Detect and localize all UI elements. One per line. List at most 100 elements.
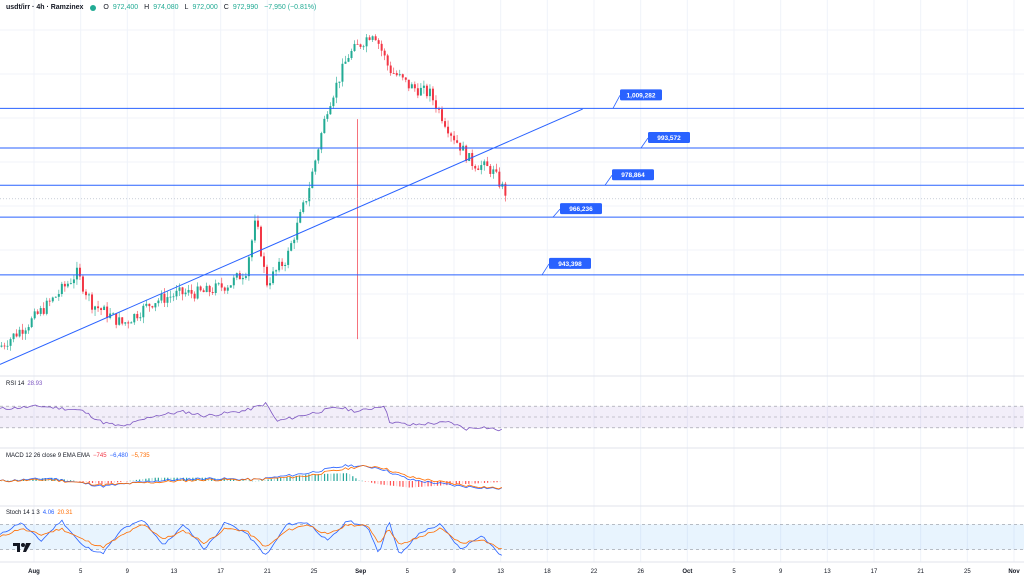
- candle: [72, 274, 75, 289]
- symbol-title[interactable]: usdt/irr · 4h · Ramzinex: [6, 4, 84, 11]
- candle: [434, 95, 437, 113]
- candle: [27, 324, 30, 334]
- candle: [166, 291, 169, 308]
- candle: [235, 272, 238, 281]
- x-axis-label: Oct: [682, 569, 692, 575]
- candle: [232, 274, 235, 289]
- rsi-legend[interactable]: RSI 14 28.93: [6, 381, 45, 387]
- candle-body: [465, 145, 468, 161]
- price-level-callout: [541, 263, 550, 276]
- macd-histogram-bar: [392, 481, 395, 486]
- candle: [163, 288, 166, 307]
- candle-body: [3, 345, 6, 347]
- candle-body: [492, 169, 495, 174]
- tradingview-logo-icon[interactable]: [12, 541, 32, 553]
- macd-histogram-bar: [22, 479, 25, 481]
- macd-histogram-bar: [474, 481, 476, 484]
- macd-histogram-bar: [69, 480, 72, 481]
- macd-histogram-bar: [286, 477, 288, 481]
- stoch-k-value: 4.06: [42, 510, 55, 516]
- candle: [124, 321, 127, 326]
- candle-body: [78, 267, 81, 277]
- candle-body: [416, 88, 419, 96]
- candle-body: [211, 292, 214, 293]
- candle-body: [401, 74, 404, 78]
- macd-histogram-bar: [477, 481, 479, 484]
- candle-body: [386, 55, 389, 66]
- stoch-legend[interactable]: Stoch 14 1 3 4.06 20.31: [6, 510, 75, 516]
- candle-body: [428, 88, 431, 97]
- candle: [422, 80, 425, 94]
- candle: [160, 290, 163, 304]
- macd-histogram-bar: [233, 479, 235, 481]
- macd-histogram-bar: [458, 481, 461, 485]
- macd-histogram-bar: [308, 474, 310, 481]
- macd-histogram-bar: [270, 479, 272, 481]
- macd-histogram-bar: [41, 478, 43, 481]
- macd-histogram-bar: [160, 477, 163, 481]
- candle: [428, 84, 431, 102]
- candle: [214, 279, 217, 296]
- candle-body: [253, 220, 256, 241]
- candle-body: [229, 285, 232, 288]
- candle-body: [422, 85, 425, 88]
- candle-body: [160, 293, 163, 301]
- market-open-icon: [90, 4, 97, 11]
- x-axis-label: 21: [917, 569, 924, 575]
- candle: [413, 81, 416, 92]
- macd-histogram-bar: [499, 481, 501, 483]
- macd-line-value: −6,480: [109, 453, 129, 459]
- macd-histogram-bar: [496, 481, 498, 483]
- macd-histogram-bar: [386, 481, 388, 486]
- close-label: C: [223, 4, 229, 11]
- macd-histogram-bar: [405, 481, 407, 488]
- candle-body: [124, 322, 127, 324]
- candle: [51, 296, 54, 303]
- price-level-label: 1,009,282: [627, 92, 656, 99]
- candle-body: [266, 266, 269, 286]
- candle-body: [489, 166, 492, 174]
- macd-histogram-bar: [223, 478, 225, 481]
- candle: [365, 33, 368, 53]
- macd-histogram-bar: [251, 480, 254, 482]
- price-level-callout: [612, 95, 621, 109]
- candle: [130, 321, 133, 324]
- high-value: 974,080: [153, 4, 179, 11]
- candle: [33, 308, 36, 320]
- trendline: [0, 108, 583, 365]
- candle-body: [54, 296, 57, 298]
- x-axis-label: 17: [871, 569, 878, 575]
- change-value: −7,950 (−0.81%): [264, 4, 317, 11]
- candle: [266, 264, 269, 288]
- macd-histogram-bar: [361, 480, 363, 482]
- candle: [196, 282, 199, 300]
- candle: [468, 152, 471, 162]
- candle-body: [456, 140, 459, 143]
- candle: [441, 106, 444, 124]
- candle: [193, 291, 196, 302]
- x-axis-label: 5: [732, 569, 736, 575]
- rsi-value: 28.93: [27, 381, 43, 387]
- candle: [202, 288, 205, 293]
- macd-histogram-bar: [264, 479, 266, 481]
- candle-body: [314, 160, 317, 172]
- macd-legend[interactable]: MACD 12 26 close 9 EMA EMA −745 −6,480 −5,7…: [6, 453, 153, 459]
- candle: [30, 316, 33, 329]
- candle-body: [217, 283, 220, 285]
- candle: [371, 35, 374, 43]
- candle-body: [341, 63, 344, 82]
- candle-body: [115, 313, 118, 325]
- candle: [66, 280, 69, 289]
- candle: [42, 302, 45, 316]
- macd-histogram-bar: [117, 481, 119, 483]
- macd-histogram-bar: [424, 481, 426, 487]
- candle-body: [130, 322, 133, 324]
- x-axis-label: Aug: [28, 569, 40, 575]
- candle-body: [410, 84, 413, 89]
- candle: [281, 258, 284, 270]
- macd-histogram-bar: [289, 476, 291, 481]
- open-value: 972,400: [112, 4, 139, 11]
- candle-body: [157, 300, 160, 304]
- candle-body: [72, 279, 75, 284]
